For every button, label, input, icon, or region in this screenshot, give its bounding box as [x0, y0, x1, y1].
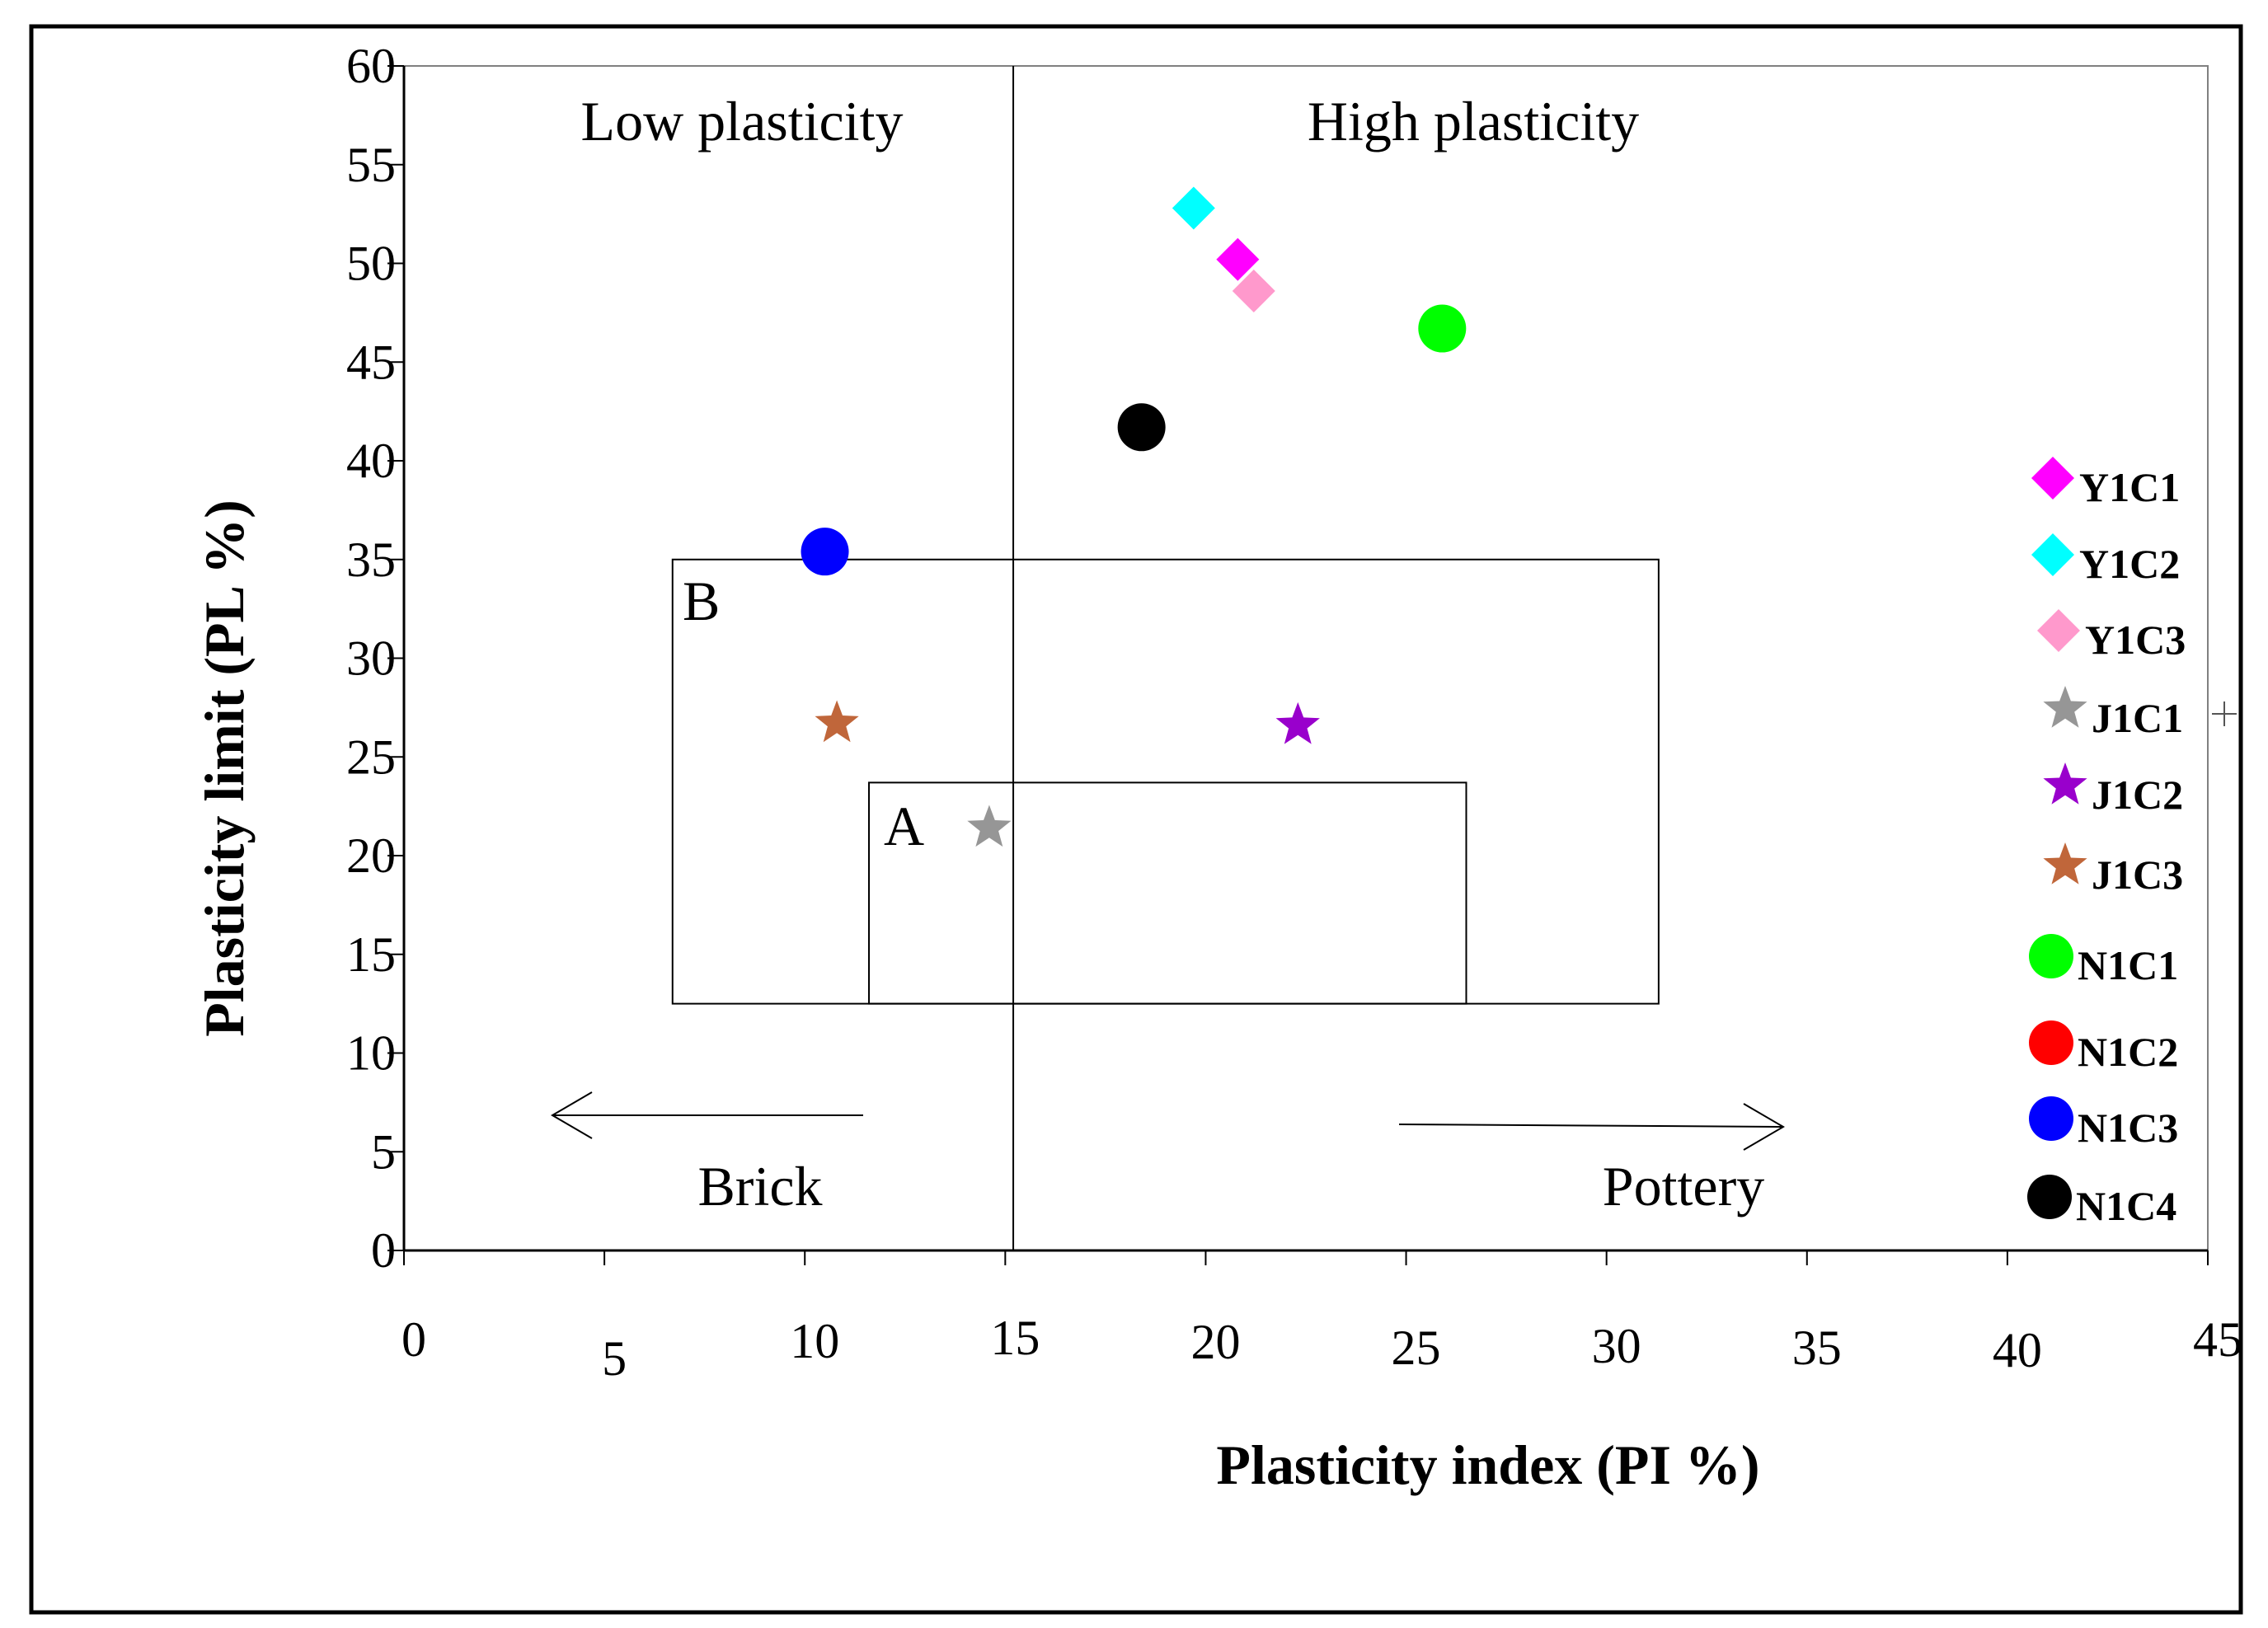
x-tick-label: 45	[2193, 1312, 2242, 1367]
x-tick-label: 5	[602, 1331, 627, 1386]
x-tick-label: 35	[1792, 1321, 1842, 1375]
legend-label-j1c3: J1C3	[2092, 852, 2183, 898]
y-tick-label: 15	[346, 927, 396, 982]
pottery-arrow	[1398, 1103, 1785, 1151]
x-ticks: 0 5 10 15 20 25 30 35 40 45	[401, 1250, 2242, 1386]
legend-marker-y1c3	[2037, 609, 2080, 652]
y-tick-label: 45	[346, 335, 396, 389]
data-point-j1c2	[1275, 701, 1320, 744]
brick-arrow	[551, 1091, 863, 1139]
region-b-label: B	[683, 570, 720, 632]
legend-marker-y1c2	[2031, 533, 2074, 576]
legend-label-n1c2: N1C2	[2078, 1029, 2178, 1075]
legend-marker-n1c3	[2029, 1096, 2073, 1141]
legend-label-n1c1: N1C1	[2078, 942, 2178, 988]
data-point-j1c1	[967, 805, 1012, 847]
plot-frame	[403, 65, 2209, 1251]
y-tick-label: 35	[346, 533, 396, 587]
legend: Y1C1 Y1C2 Y1C3 J1C1 J1C2 J1C3 N1C1 N1C2 N1C3 N1C4	[2027, 457, 2186, 1229]
brick-label: Brick	[697, 1155, 822, 1217]
legend-marker-j1c2	[2043, 762, 2087, 805]
x-axis-title: Plasticity index (PI %)	[1216, 1433, 1759, 1496]
pottery-label: Pottery	[1603, 1155, 1764, 1217]
high-plasticity-label: High plasticity	[1308, 90, 1639, 152]
y-tick-label: 10	[346, 1026, 396, 1081]
legend-label-y1c2: Y1C2	[2079, 541, 2180, 587]
data-point-n1c3	[801, 528, 849, 576]
region-b-box	[671, 558, 1660, 1005]
y-tick-label: 55	[346, 138, 396, 192]
region-a-box	[868, 781, 1467, 1005]
y-tick-label: 40	[346, 434, 396, 488]
x-tick-label: 20	[1190, 1315, 1240, 1369]
legend-label-y1c3: Y1C3	[2085, 617, 2186, 663]
x-tick-label: 25	[1392, 1321, 1441, 1375]
legend-label-y1c1: Y1C1	[2079, 464, 2180, 510]
data-point-n1c1	[1418, 304, 1467, 353]
legend-label-n1c4: N1C4	[2076, 1183, 2176, 1229]
legend-label-n1c3: N1C3	[2078, 1105, 2178, 1151]
data-point-y1c1	[1216, 237, 1260, 281]
x-tick-label: 10	[790, 1314, 839, 1368]
data-points	[801, 186, 1467, 847]
y-tick-label: 5	[371, 1124, 396, 1179]
y-tick-label: 20	[346, 828, 396, 883]
legend-label-j1c1: J1C1	[2092, 695, 2183, 741]
data-point-n1c4	[1117, 403, 1166, 452]
legend-marker-n1c1	[2029, 934, 2073, 978]
data-point-y1c3	[1232, 270, 1275, 313]
y-axis-title: Plasticity limit (PL %)	[193, 500, 256, 1037]
x-tick-label: 0	[401, 1312, 426, 1367]
x-tick-label: 40	[1993, 1323, 2042, 1377]
x-tick-label: 15	[990, 1311, 1040, 1365]
data-point-y1c2	[1172, 186, 1215, 230]
y-ticks: 0 5 10 15 20 25 30 35 40 45 50 55 60	[346, 39, 404, 1278]
plus-mark	[2212, 701, 2237, 726]
outer-frame	[29, 24, 2243, 1615]
region-a-label: A	[884, 795, 924, 857]
legend-marker-j1c1	[2043, 686, 2087, 728]
legend-label-j1c2: J1C2	[2092, 772, 2183, 818]
data-point-j1c3	[815, 700, 859, 743]
y-tick-label: 50	[346, 237, 396, 291]
legend-marker-y1c1	[2031, 457, 2074, 500]
legend-marker-j1c3	[2043, 842, 2087, 884]
y-tick-label: 30	[346, 631, 396, 686]
x-tick-label: 30	[1592, 1319, 1641, 1373]
y-tick-label: 0	[371, 1223, 396, 1278]
y-tick-label: 25	[346, 730, 396, 784]
legend-marker-n1c4	[2027, 1175, 2072, 1219]
y-tick-label: 60	[346, 39, 396, 93]
legend-marker-n1c2	[2029, 1020, 2073, 1065]
low-plasticity-label: Low plasticity	[581, 90, 904, 152]
